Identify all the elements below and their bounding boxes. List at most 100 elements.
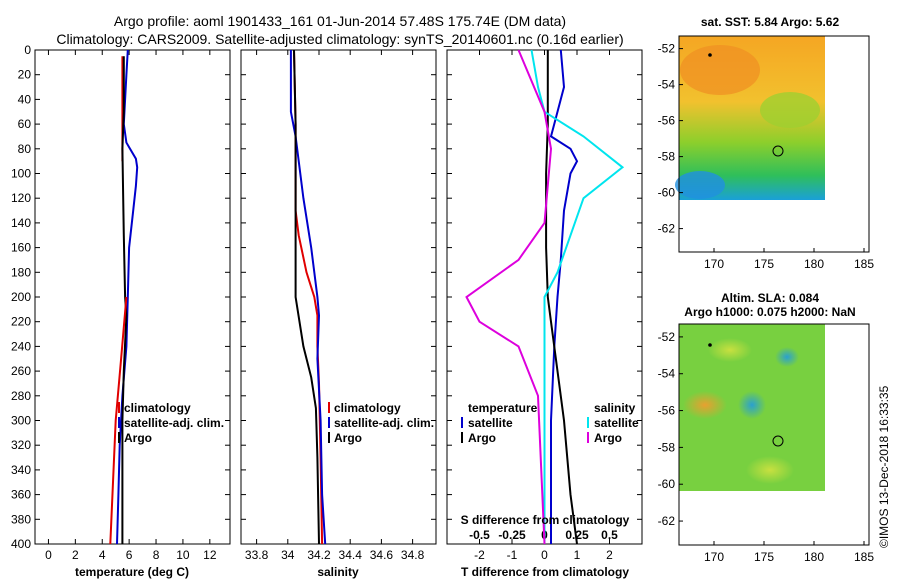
map-y-tick-label: -52 — [658, 330, 676, 344]
depth-tick-label: 40 — [18, 92, 32, 106]
temperature-panel: 0 2 4 6 8 10 12 0 20 40 60 80 100 120 140 160 180 200 220… — [11, 43, 231, 579]
legend-s-argo: Argo — [594, 431, 622, 445]
map-x-tick-label: 175 — [754, 257, 774, 271]
depth-tick-label: 220 — [11, 315, 31, 329]
depth-tick-label: 400 — [11, 537, 31, 551]
s-tick-label: -0.25 — [498, 528, 526, 542]
legend-title-salinity: salinity — [594, 401, 636, 415]
map-x-tick-label: 180 — [804, 257, 824, 271]
x-tick-label: 8 — [153, 548, 160, 562]
s-tick-label: -0.5 — [469, 528, 490, 542]
salinity-panel: 33.8 34 34.2 34.4 34.6 34.8 salinity climatol… — [240, 49, 437, 579]
title-line-2: Climatology: CARS2009. Satellite-adjuste… — [56, 31, 623, 47]
sla-high-blob — [683, 391, 727, 419]
sla-dot — [708, 343, 712, 347]
sst-dot — [708, 53, 712, 57]
map-x-tick-label: 180 — [804, 550, 824, 564]
legend-clim: climatology — [124, 401, 191, 415]
depth-tick-label: 0 — [24, 43, 31, 57]
depth-tick-label: 300 — [11, 414, 31, 428]
depth-tick-label: 280 — [11, 389, 31, 403]
depth-tick-label: 80 — [18, 142, 32, 156]
depth-tick-label: 200 — [11, 290, 31, 304]
sla-map-title-2: Argo h1000: 0.075 h2000: NaN — [684, 305, 855, 319]
map-y-tick-label: -60 — [658, 186, 676, 200]
diff-xlabel-top: S difference from climatology — [461, 513, 630, 527]
map-y-tick-label: -54 — [658, 367, 676, 381]
x-tick-label: -1 — [507, 548, 518, 562]
legend-t-argo: Argo — [468, 431, 496, 445]
map-y-tick-label: -60 — [658, 477, 676, 491]
legend-satadj: satellite-adj. clim. — [334, 416, 434, 430]
x-tick-label: 34.8 — [401, 548, 425, 562]
map-x-tick-label: 185 — [854, 550, 874, 564]
depth-tick-label: 260 — [11, 364, 31, 378]
difference-legend: temperature salinity satellite Argo sate… — [461, 401, 639, 445]
sla-low-blob-2 — [775, 347, 799, 367]
x-tick-label: 10 — [176, 548, 190, 562]
sst-cold-patch — [675, 171, 725, 199]
map-y-tick-label: -58 — [658, 150, 676, 164]
s-tick-label: 0.25 — [565, 528, 589, 542]
series-line-t-argo — [545, 50, 578, 545]
x-tick-label: 12 — [203, 548, 217, 562]
sla-mid-blob — [708, 338, 752, 362]
x-tick-label: 2 — [606, 548, 613, 562]
depth-tick-label: 120 — [11, 191, 31, 205]
map-y-tick-label: -62 — [658, 222, 676, 236]
legend-satadj: satellite-adj. clim. — [124, 416, 224, 430]
temperature-legend: climatology satellite-adj. clim. Argo — [118, 401, 224, 445]
temperature-xlabel: temperature (deg C) — [75, 565, 189, 579]
legend-clim: climatology — [334, 401, 401, 415]
x-tick-label: -2 — [474, 548, 485, 562]
legend-s-satellite: satellite — [594, 416, 639, 430]
depth-tick-label: 240 — [11, 339, 31, 353]
map-y-tick-label: -56 — [658, 404, 676, 418]
depth-tick-label: 180 — [11, 265, 31, 279]
sla-mid-blob-2 — [746, 456, 794, 484]
credit: ©IMOS 13-Dec-2018 16:33:35 — [877, 385, 891, 548]
map-y-tick-label: -56 — [658, 114, 676, 128]
sst-map-title: sat. SST: 5.84 Argo: 5.62 — [701, 15, 840, 29]
depth-tick-label: 60 — [18, 117, 32, 131]
x-tick-label: 4 — [99, 548, 106, 562]
depth-tick-label: 380 — [11, 512, 31, 526]
x-tick-label: 0 — [541, 548, 548, 562]
depth-tick-label: 140 — [11, 216, 31, 230]
x-tick-label: 2 — [72, 548, 79, 562]
x-tick-label: 6 — [126, 548, 133, 562]
legend-title-temperature: temperature — [468, 401, 538, 415]
map-y-tick-label: -62 — [658, 514, 676, 528]
title-line-1: Argo profile: aoml 1901433_161 01-Jun-20… — [114, 13, 566, 29]
x-tick-label: 1 — [574, 548, 581, 562]
sst-warm-patch — [680, 45, 760, 95]
difference-panel: -2 -1 0 1 2 -0.5 -0.25 0 0.25 0.5 T difference f… — [446, 49, 643, 579]
map-x-tick-label: 170 — [704, 257, 724, 271]
series-line-climatology-deep — [109, 296, 128, 545]
x-tick-label: 34 — [281, 548, 295, 562]
salinity-xlabel: salinity — [317, 565, 359, 579]
legend-argo: Argo — [124, 431, 152, 445]
legend-argo: Argo — [334, 431, 362, 445]
legend-t-satellite: satellite — [468, 416, 513, 430]
map-x-tick-label: 170 — [704, 550, 724, 564]
depth-tick-label: 340 — [11, 463, 31, 477]
salinity-axes — [240, 49, 437, 545]
sla-map-axes — [678, 323, 870, 546]
map-y-tick-label: -54 — [658, 78, 676, 92]
sst-map-panel: sat. SST: 5.84 Argo: 5.62 170 175 180 185 -… — [658, 15, 875, 271]
series-line-s-argo — [465, 49, 553, 545]
sst-argo-marker — [772, 145, 784, 157]
salinity-legend: climatology satellite-adj. clim. Argo — [328, 401, 434, 445]
sst-mid-patch — [760, 92, 820, 128]
x-tick-label: 34.6 — [370, 548, 394, 562]
sst-map-axes — [678, 35, 870, 253]
map-x-tick-label: 175 — [754, 550, 774, 564]
depth-tick-label: 360 — [11, 488, 31, 502]
x-tick-label: 33.8 — [245, 548, 269, 562]
depth-tick-label: 20 — [18, 68, 32, 82]
s-tick-label: 0.5 — [601, 528, 618, 542]
map-y-tick-label: -52 — [658, 42, 676, 56]
series-line-satellite-adj-clim- — [116, 49, 139, 545]
